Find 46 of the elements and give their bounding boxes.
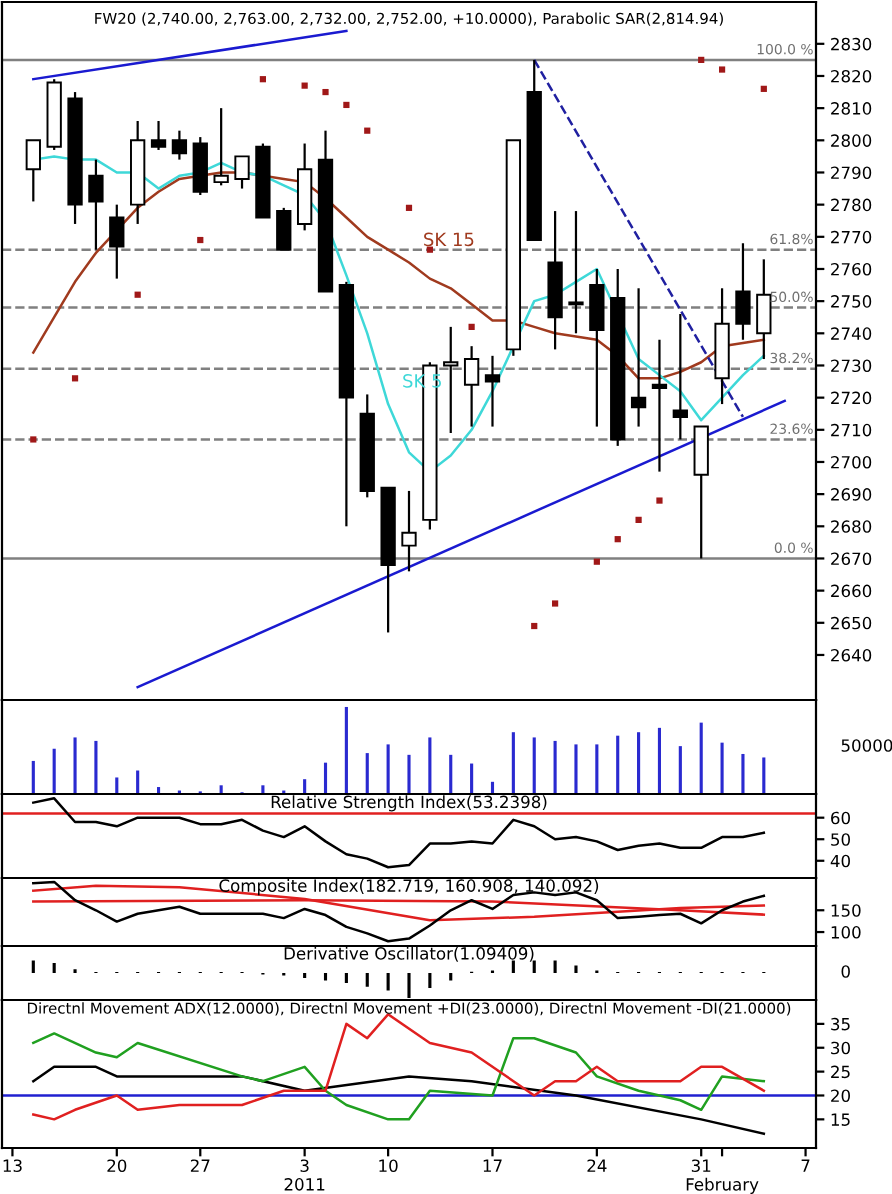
x-tick-label: 31 bbox=[691, 1159, 711, 1173]
y-tick-label: 60 bbox=[831, 811, 850, 825]
y-tick-label: 30 bbox=[831, 1041, 850, 1055]
y-tick-label: 2820 bbox=[831, 69, 872, 83]
y-tick-label: 2780 bbox=[831, 198, 872, 212]
y-tick-label: 2690 bbox=[831, 488, 872, 501]
y-tick-label: 50 bbox=[831, 833, 850, 846]
x-tick-label: 3 2011 bbox=[284, 1159, 325, 1191]
y-tick-label: 2740 bbox=[831, 327, 872, 340]
y-tick-label: 2730 bbox=[831, 359, 872, 373]
y-tick-label: 2660 bbox=[831, 584, 872, 598]
y-tick-label: 20 bbox=[831, 1089, 850, 1103]
y-tick-label: 35 bbox=[831, 1017, 850, 1031]
y-tick-label: 2700 bbox=[831, 455, 872, 469]
y-tick-label: 2810 bbox=[831, 102, 872, 115]
y-tick-label: 2680 bbox=[831, 520, 872, 533]
y-tick-label: 2670 bbox=[831, 552, 872, 566]
y-tick-label: 25 bbox=[831, 1065, 850, 1079]
y-tick-label: 2800 bbox=[831, 134, 872, 147]
x-tick-label: 13 bbox=[3, 1159, 22, 1173]
y-tick-label: 2640 bbox=[831, 648, 872, 662]
y-tick-label: 150 bbox=[831, 904, 861, 917]
x-tick-label: 10 bbox=[379, 1159, 398, 1173]
x-tick-label: 27 bbox=[190, 1159, 210, 1172]
y-tick-label: 2770 bbox=[831, 230, 872, 244]
y-tick-label: 2790 bbox=[831, 166, 872, 180]
x-tick-label: 20 bbox=[107, 1159, 127, 1173]
y-tick-label: 40 bbox=[830, 854, 850, 868]
x-tick-label: February bbox=[686, 1177, 759, 1194]
y-tick-label: 100 bbox=[831, 926, 861, 939]
x-tick-label: 17 bbox=[483, 1159, 502, 1172]
y-tick-label: 2710 bbox=[831, 423, 872, 437]
y-tick-label: 2720 bbox=[831, 391, 872, 405]
chart-title: Composite Index(182.719, 160.908, 140.092) bbox=[219, 879, 599, 896]
chart-title: Derivative Oscillator(1.09409) bbox=[284, 946, 534, 962]
y-tick-label: 2650 bbox=[831, 616, 872, 630]
x-tick-label: 7 bbox=[801, 1159, 810, 1172]
x-tick-label: 24 bbox=[587, 1159, 607, 1172]
text: 0 bbox=[841, 965, 850, 978]
y-tick-label: 15 bbox=[831, 1113, 850, 1126]
y-tick-label: 2750 bbox=[831, 295, 872, 308]
y-tick-label: 2760 bbox=[831, 262, 872, 276]
text: 50000 bbox=[841, 739, 892, 752]
y-tick-label: 2830 bbox=[831, 37, 872, 51]
chart-title: Relative Strength Index(53.2398) bbox=[271, 795, 547, 812]
series-label: SK 15 bbox=[424, 232, 474, 247]
